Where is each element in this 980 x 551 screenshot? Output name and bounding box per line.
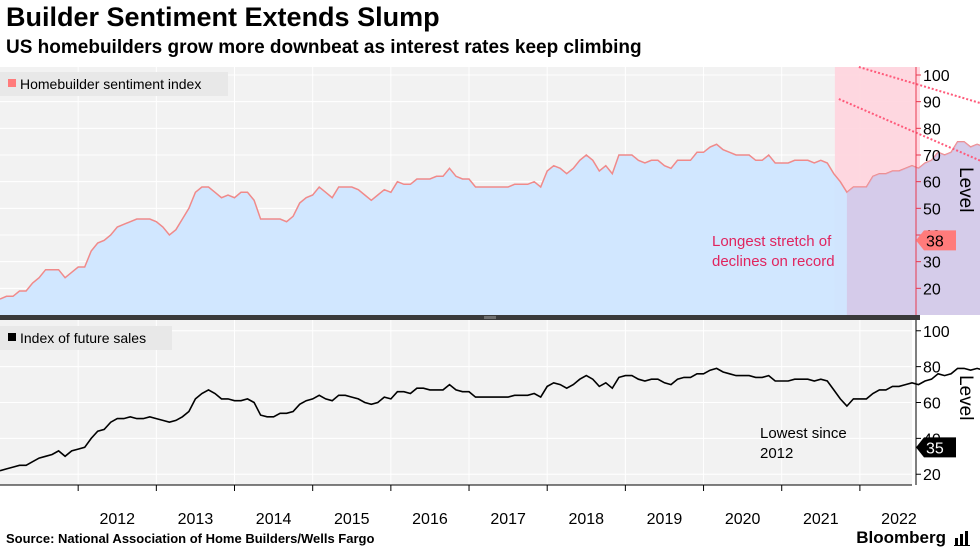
top-legend-marker	[8, 79, 16, 87]
x-tick-label: 2020	[725, 511, 761, 528]
x-tick-label: 2016	[412, 511, 448, 528]
future-sales-line	[0, 367, 980, 472]
top-last-value-tag-shape	[916, 230, 956, 251]
top-y-axis-title: Level	[955, 167, 976, 212]
x-tick-label: 2015	[334, 511, 370, 528]
x-tick-label: 2018	[568, 511, 604, 528]
bottom-last-value-tag-text: 35	[926, 440, 944, 457]
top-y-tick-label: 100	[923, 68, 950, 85]
top-annotation-line: Longest stretch of	[712, 233, 832, 250]
top-y-tick-label: 30	[923, 255, 941, 272]
x-tick-label: 2022	[881, 511, 917, 528]
bottom-y-tick-label: 80	[923, 360, 941, 377]
top-y-tick-label: 70	[923, 148, 941, 165]
top-last-value-tag-text: 38	[926, 233, 944, 250]
bottom-last-value-tag: 35	[916, 437, 956, 458]
bottom-annotation-line: Lowest since	[760, 425, 847, 442]
x-tick-label: 2012	[99, 511, 135, 528]
top-y-tick-label: 20	[923, 281, 941, 298]
bottom-last-value-tag-shape	[916, 437, 956, 458]
x-tick-label: 2017	[490, 511, 526, 528]
top-y-tick-label: 60	[923, 175, 941, 192]
top-legend-label: Homebuilder sentiment index	[20, 76, 201, 92]
bottom-annotation-line: 2012	[760, 445, 793, 462]
top-y-tick-label: 50	[923, 201, 941, 218]
bottom-y-axis-title: Level	[955, 375, 976, 420]
top-annotation-line: declines on record	[712, 253, 835, 270]
x-tick-label: 2019	[647, 511, 683, 528]
x-tick-label: 2021	[803, 511, 839, 528]
top-y-tick-label: 90	[923, 95, 941, 112]
bottom-y-tick-label: 60	[923, 396, 941, 413]
bottom-y-tick-label: 100	[923, 324, 950, 341]
x-tick-label: 2014	[256, 511, 292, 528]
top-y-tick-label: 80	[923, 121, 941, 138]
chart-title: Builder Sentiment Extends Slump	[6, 2, 440, 32]
bar-chart-icon	[954, 531, 970, 546]
x-tick-label: 2013	[178, 511, 214, 528]
top-legend-box	[0, 72, 228, 96]
sentiment-area	[0, 141, 980, 315]
bottom-legend-box	[0, 326, 172, 350]
panel-separator	[0, 315, 920, 320]
bottom-legend-label: Index of future sales	[20, 330, 146, 346]
top-last-value-tag: 38	[916, 230, 956, 251]
sentiment-line	[0, 140, 980, 300]
brand-logo-text: Bloomberg	[856, 528, 946, 547]
source-note: Source: National Association of Home Bui…	[6, 531, 375, 546]
chart-subtitle: US homebuilders grow more downbeat as in…	[6, 37, 642, 58]
highlight-area-tint	[846, 141, 980, 315]
bottom-legend-marker	[8, 333, 16, 341]
bottom-y-tick-label: 20	[923, 467, 941, 484]
trend-line-upper	[838, 98, 980, 162]
panel-separator-handle	[484, 316, 496, 319]
